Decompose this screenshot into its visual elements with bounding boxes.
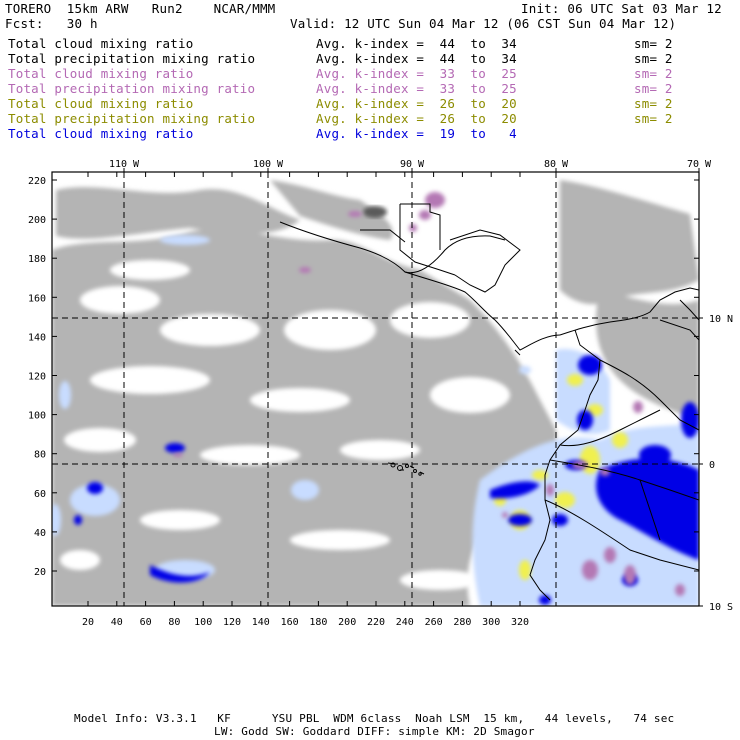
- x-grid-label: 200: [338, 617, 356, 628]
- cloud-dark-patch: [363, 206, 387, 218]
- x-grid-label: 300: [482, 617, 500, 628]
- y-grid-label: 160: [28, 293, 46, 304]
- legend-kindex: Avg. k-index = 26 to 20: [316, 96, 517, 111]
- latitude-label: 10 N: [709, 314, 733, 325]
- longitude-label: 90 W: [400, 159, 425, 170]
- legend-field: Total cloud mixing ratio: [8, 126, 194, 141]
- longitude-label: 100 W: [253, 159, 284, 170]
- forecast-hour: Fcst: 30 h: [5, 16, 98, 31]
- longitude-label: 70 W: [687, 159, 712, 170]
- x-grid-label: 260: [425, 617, 443, 628]
- legend-kindex: Avg. k-index = 33 to 25: [316, 81, 517, 96]
- y-grid-label: 180: [28, 254, 46, 265]
- legend-field: Total cloud mixing ratio: [8, 96, 194, 111]
- longitude-label: 110 W: [109, 159, 140, 170]
- physics-info: LW: Godd SW: Goddard DIFF: simple KM: 2D…: [214, 725, 535, 738]
- y-grid-label: 140: [28, 332, 46, 343]
- galapagos-islands: [390, 462, 422, 476]
- coastlines: [279, 203, 699, 601]
- y-grid-label: 60: [34, 489, 46, 500]
- latitude-label: 0: [709, 460, 715, 471]
- x-grid-label: 160: [281, 617, 299, 628]
- legend-kindex: Avg. k-index = 44 to 34: [316, 36, 517, 51]
- legend-kindex: Avg. k-index = 33 to 25: [316, 66, 517, 81]
- x-grid-label: 60: [140, 617, 152, 628]
- latitude-label: 10 S: [709, 602, 733, 613]
- x-grid-label: 40: [111, 617, 123, 628]
- legend-sm: sm= 2: [634, 51, 673, 66]
- legend-field: Total precipitation mixing ratio: [8, 111, 256, 126]
- valid-time: Valid: 12 UTC Sun 04 Mar 12 (06 CST Sun …: [290, 16, 677, 31]
- longitude-label: 80 W: [544, 159, 569, 170]
- x-grid-label: 280: [453, 617, 471, 628]
- x-grid-label: 140: [252, 617, 270, 628]
- longitude-labels: 110 W 100 W 90 W 80 W 70 W: [109, 159, 712, 170]
- y-grid-label: 80: [34, 450, 46, 461]
- legend-kindex: Avg. k-index = 26 to 20: [316, 111, 517, 126]
- x-grid-label: 120: [223, 617, 241, 628]
- model-info: Model Info: V3.3.1 KF YSU PBL WDM 6class…: [74, 712, 675, 725]
- legend-sm: sm= 2: [634, 96, 673, 111]
- legend-field: Total precipitation mixing ratio: [8, 51, 256, 66]
- x-grid-label: 20: [82, 617, 94, 628]
- legend-kindex: Avg. k-index = 19 to 4: [316, 126, 517, 141]
- y-grid-label: 20: [34, 567, 46, 578]
- x-grid-label: 100: [194, 617, 212, 628]
- x-grid-label: 80: [168, 617, 180, 628]
- y-grid-labels: 20 40 60 80 100 120 140 160 180 200 220: [28, 176, 46, 578]
- graticule: [52, 172, 699, 606]
- init-time: Init: 06 UTC Sat 03 Mar 12: [521, 1, 722, 16]
- x-grid-label: 320: [511, 617, 529, 628]
- y-grid-label: 220: [28, 176, 46, 187]
- legend-field: Total cloud mixing ratio: [8, 36, 194, 51]
- purple-patches: [173, 192, 685, 596]
- axis-ticks: [52, 168, 703, 607]
- legend-field: Total precipitation mixing ratio: [8, 81, 256, 96]
- x-grid-label: 240: [396, 617, 414, 628]
- legend-sm: sm= 2: [634, 81, 673, 96]
- legend-field: Total cloud mixing ratio: [8, 66, 194, 81]
- cloud-field: [52, 180, 699, 606]
- legend-sm: sm= 2: [634, 111, 673, 126]
- model-title: TORERO 15km ARW Run2 NCAR/MMM: [5, 1, 276, 16]
- legend-kindex: Avg. k-index = 44 to 34: [316, 51, 517, 66]
- x-grid-label: 220: [367, 617, 385, 628]
- latitude-labels: 10 N 0 10 S: [709, 314, 733, 613]
- y-grid-label: 120: [28, 372, 46, 383]
- clear-sky-gaps: [60, 260, 510, 590]
- legend-sm: sm= 2: [634, 66, 673, 81]
- y-grid-label: 100: [28, 411, 46, 422]
- y-grid-label: 200: [28, 215, 46, 226]
- x-grid-label: 180: [309, 617, 327, 628]
- x-grid-labels: 20 40 60 80 100 120 140 160 180 200 220 240 260 280 30…: [82, 617, 529, 628]
- legend-sm: sm= 2: [634, 36, 673, 51]
- y-grid-label: 40: [34, 528, 46, 539]
